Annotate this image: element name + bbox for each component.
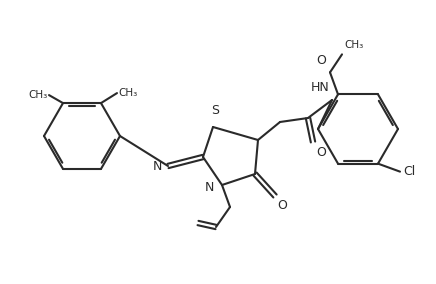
Text: HN: HN (311, 81, 330, 94)
Text: CH₃: CH₃ (118, 88, 137, 98)
Text: S: S (211, 104, 219, 117)
Text: Cl: Cl (403, 165, 415, 178)
Text: O: O (316, 146, 326, 159)
Text: N: N (204, 181, 214, 193)
Text: N: N (153, 160, 162, 172)
Text: CH₃: CH₃ (344, 40, 363, 50)
Text: CH₃: CH₃ (29, 90, 48, 100)
Text: O: O (316, 54, 326, 67)
Text: O: O (277, 199, 287, 212)
